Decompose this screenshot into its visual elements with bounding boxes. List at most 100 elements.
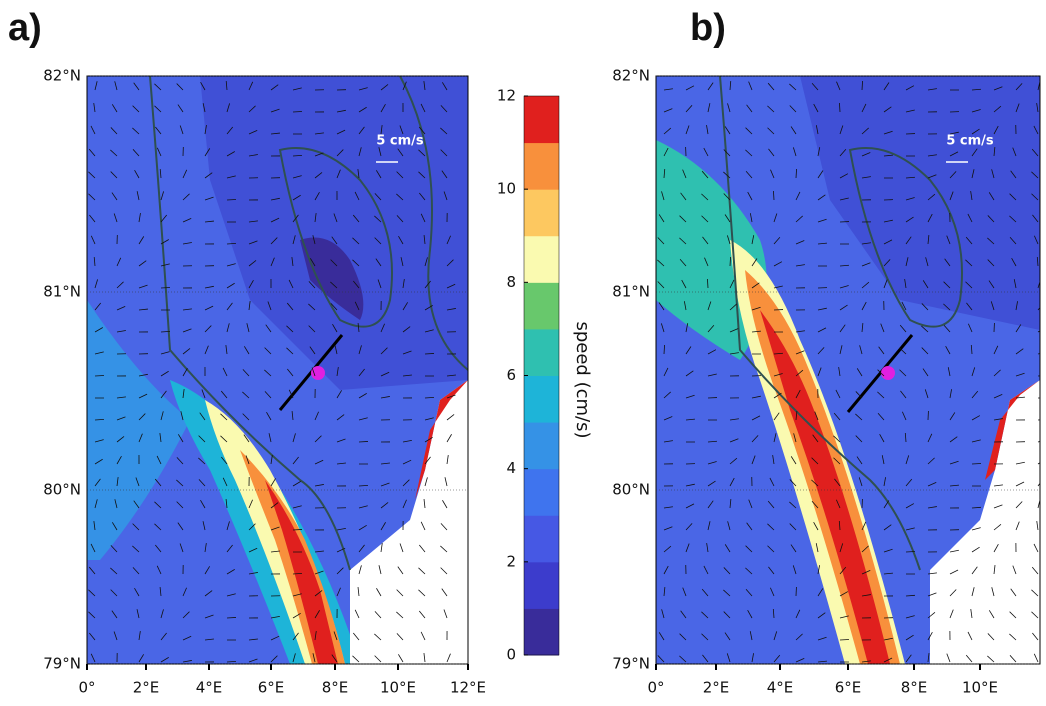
arrow bbox=[724, 126, 731, 135]
arrow bbox=[971, 415, 981, 421]
arrow bbox=[971, 566, 978, 575]
arrow bbox=[905, 85, 915, 91]
arrow bbox=[179, 543, 184, 553]
arrow bbox=[90, 543, 96, 553]
arrow bbox=[685, 523, 693, 531]
arrow bbox=[270, 217, 280, 223]
arrow bbox=[353, 280, 360, 289]
arrow bbox=[839, 345, 843, 355]
arrow bbox=[993, 504, 1003, 509]
arrow bbox=[446, 374, 456, 377]
arrow bbox=[440, 523, 448, 531]
arrow bbox=[707, 500, 714, 509]
arrow bbox=[749, 631, 753, 641]
arrow bbox=[265, 324, 272, 333]
arrow bbox=[246, 323, 250, 333]
arrow bbox=[204, 172, 213, 179]
arrow bbox=[134, 588, 140, 597]
arrow bbox=[773, 190, 775, 201]
arrow bbox=[226, 282, 235, 289]
arrow bbox=[1036, 256, 1039, 267]
arrow bbox=[270, 478, 276, 487]
lon-tick-label: 4°E bbox=[196, 679, 223, 697]
lon-tick-label: 0° bbox=[647, 679, 664, 697]
arrow bbox=[138, 373, 148, 377]
arrow bbox=[767, 523, 775, 531]
arrow bbox=[446, 455, 449, 465]
arrow bbox=[724, 632, 731, 641]
arrow bbox=[402, 440, 412, 443]
arrow bbox=[746, 104, 753, 113]
arrow bbox=[817, 660, 827, 663]
colorbar-band bbox=[524, 282, 559, 330]
arrow bbox=[993, 147, 996, 157]
arrow bbox=[679, 655, 687, 663]
arrow bbox=[330, 281, 338, 289]
arrow bbox=[292, 235, 296, 245]
arrow bbox=[927, 506, 937, 509]
arrow bbox=[308, 303, 316, 311]
arrow bbox=[423, 653, 426, 663]
arrow bbox=[176, 501, 184, 509]
arrow bbox=[314, 172, 323, 179]
arrow bbox=[685, 323, 689, 333]
arrow bbox=[834, 478, 841, 487]
arrow bbox=[793, 433, 797, 443]
arrow bbox=[204, 220, 214, 223]
arrow bbox=[204, 345, 209, 355]
arrow bbox=[727, 521, 731, 531]
arrow bbox=[402, 81, 407, 91]
lon-tick-label: 2°E bbox=[133, 679, 160, 697]
arrow bbox=[226, 242, 237, 245]
arrow bbox=[248, 240, 258, 245]
arrow bbox=[747, 191, 753, 201]
arrow bbox=[1031, 611, 1039, 619]
arrow bbox=[1011, 257, 1017, 267]
arrow bbox=[949, 484, 959, 487]
arrow bbox=[773, 285, 783, 289]
arrow bbox=[729, 328, 739, 333]
arrow bbox=[226, 521, 230, 531]
arrow bbox=[723, 149, 731, 157]
arrow bbox=[358, 126, 365, 135]
arrow bbox=[861, 80, 863, 91]
arrow bbox=[268, 433, 272, 443]
arrow bbox=[767, 105, 775, 113]
arrow bbox=[442, 82, 448, 91]
arrow bbox=[220, 413, 228, 421]
lat-tick-label: 80°N bbox=[43, 481, 81, 499]
arrow bbox=[226, 617, 237, 619]
arrow bbox=[905, 594, 916, 597]
arrow bbox=[357, 169, 360, 179]
lon-tick-label: 10°E bbox=[380, 679, 416, 697]
arrow bbox=[883, 219, 893, 223]
arrow bbox=[861, 301, 867, 311]
arrow bbox=[226, 103, 230, 113]
arrow bbox=[270, 132, 280, 135]
arrow bbox=[111, 104, 118, 113]
arrow bbox=[204, 614, 214, 619]
arrow bbox=[835, 389, 841, 399]
arrow bbox=[685, 85, 695, 91]
arrow bbox=[402, 499, 407, 509]
arrow bbox=[745, 170, 753, 179]
arrow bbox=[993, 524, 1002, 531]
arrow bbox=[817, 194, 826, 201]
lon-tick-label: 0° bbox=[78, 679, 95, 697]
arrow bbox=[922, 368, 929, 377]
arrow bbox=[767, 545, 775, 553]
arrow bbox=[833, 412, 841, 421]
arrow bbox=[198, 457, 206, 465]
arrow bbox=[746, 522, 753, 531]
arrow bbox=[198, 479, 206, 487]
arrow bbox=[947, 367, 951, 377]
arrow bbox=[723, 567, 731, 575]
arrow bbox=[160, 330, 171, 333]
arrow bbox=[745, 149, 753, 157]
arrow bbox=[817, 636, 827, 641]
arrow bbox=[949, 412, 956, 421]
arrow bbox=[663, 416, 673, 421]
arrow bbox=[773, 631, 778, 641]
arrow bbox=[402, 479, 410, 487]
arrow bbox=[314, 550, 324, 553]
